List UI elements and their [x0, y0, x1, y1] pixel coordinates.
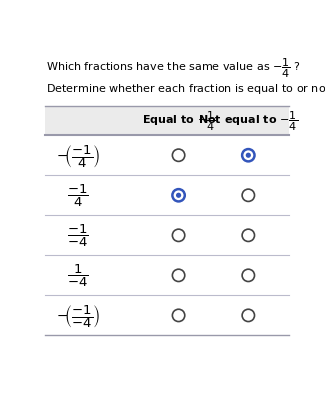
- Bar: [45, 107, 289, 136]
- Text: Which fractions have the same value as $-\dfrac{1}{4}$ ?: Which fractions have the same value as $…: [46, 57, 301, 80]
- Circle shape: [246, 153, 251, 158]
- Text: $-\!\left(\dfrac{-1}{4}\right)$: $-\!\left(\dfrac{-1}{4}\right)$: [56, 142, 100, 169]
- Text: Determine whether each fraction is equal to or not equal to $-\dfrac{1}{4}$.: Determine whether each fraction is equal…: [46, 78, 325, 102]
- Text: Not equal to $-\dfrac{1}{4}$: Not equal to $-\dfrac{1}{4}$: [198, 110, 298, 133]
- Text: $-\!\left(\dfrac{-1}{-4}\right)$: $-\!\left(\dfrac{-1}{-4}\right)$: [56, 302, 100, 329]
- Text: $\dfrac{-1}{4}$: $\dfrac{-1}{4}$: [67, 183, 89, 209]
- Circle shape: [176, 193, 181, 198]
- Text: $\dfrac{1}{-4}$: $\dfrac{1}{-4}$: [67, 263, 89, 289]
- Text: Equal to $-\dfrac{1}{4}$: Equal to $-\dfrac{1}{4}$: [142, 110, 215, 133]
- Text: $\dfrac{-1}{-4}$: $\dfrac{-1}{-4}$: [67, 223, 89, 249]
